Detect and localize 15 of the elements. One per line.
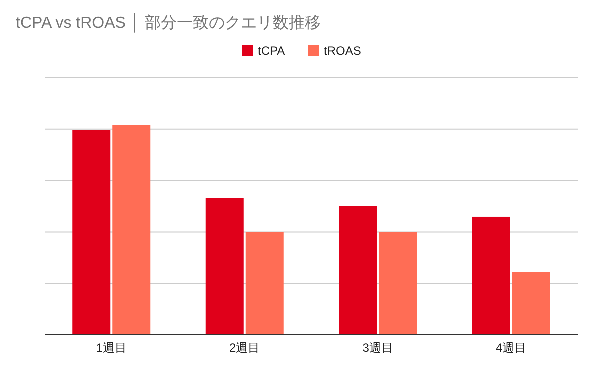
bar [206, 198, 244, 335]
chart-title: tCPA vs tROAS │ 部分一致のクエリ数推移 [16, 13, 321, 33]
x-tick-label: 4週目 [496, 341, 527, 355]
bar [339, 206, 378, 335]
bar [472, 216, 510, 335]
bar [112, 125, 151, 335]
bar [512, 272, 550, 335]
bar [379, 232, 418, 335]
x-tick-label: 2週目 [230, 341, 260, 355]
x-tick-label: 3週目 [362, 341, 394, 355]
legend-label: tROAS [324, 44, 362, 58]
bar [246, 232, 284, 335]
legend-label: tCPA [258, 44, 286, 58]
bar [72, 130, 111, 335]
x-tick-label: 1週目 [96, 341, 127, 355]
